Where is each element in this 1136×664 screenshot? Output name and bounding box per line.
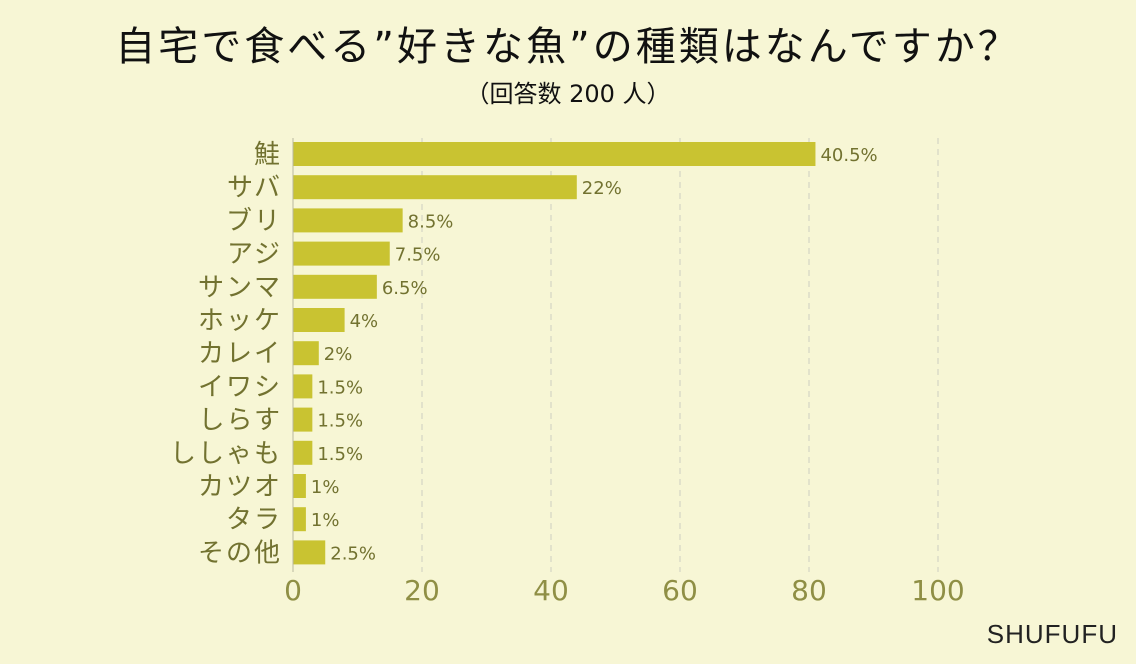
bar (293, 274, 377, 299)
bar (293, 308, 345, 332)
grid-lines (421, 138, 939, 572)
value-label: 1.5% (317, 444, 363, 465)
bar (293, 142, 816, 166)
x-tick-labels: 0 20 40 60 80 100 (284, 574, 965, 607)
x-tick-label: 60 (662, 574, 698, 607)
bar (293, 208, 403, 233)
category-label: イワシ (198, 372, 282, 402)
value-label: 2% (324, 344, 353, 365)
category-label: その他 (198, 538, 282, 568)
bar (293, 407, 313, 432)
value-label: 1% (311, 510, 340, 531)
bar (293, 540, 326, 565)
value-label: 1.5% (317, 411, 363, 432)
x-tick-label: 0 (284, 574, 302, 607)
category-label: サンマ (198, 273, 282, 303)
category-label: ホッケ (198, 306, 282, 336)
x-tick-label: 100 (911, 574, 964, 607)
value-label: 6.5% (382, 278, 428, 299)
category-label: 鮭 (254, 140, 282, 170)
value-label: 2.5% (330, 543, 376, 564)
x-tick-label: 40 (533, 574, 569, 607)
category-label: アジ (227, 240, 282, 270)
value-label: 40.5% (820, 145, 877, 166)
bar (293, 374, 313, 399)
category-label: ブリ (226, 206, 282, 236)
bar (293, 341, 319, 366)
chart-title: 自宅で食べる”好きな魚”の種類はなんですか？ (115, 24, 1021, 70)
bar (293, 507, 306, 532)
category-label: サバ (227, 173, 282, 203)
x-tick-label: 20 (404, 574, 440, 607)
bar (293, 241, 390, 266)
value-label: 7.5% (395, 245, 441, 266)
category-label: ししゃも (170, 439, 282, 469)
category-label: カツオ (198, 472, 282, 502)
value-label: 1.5% (317, 377, 363, 398)
value-label: 4% (350, 311, 379, 332)
value-label: 1% (311, 477, 340, 498)
bars (293, 142, 816, 565)
category-label: しらす (199, 406, 282, 436)
category-label: タラ (226, 505, 282, 535)
brand-logo: SHUFUFU (986, 619, 1118, 649)
value-labels: 40.5% 22% 8.5% 7.5% 6.5%4% 2% 1.5% 1.5% 1.5% 1% 1%… (311, 145, 878, 564)
value-label: 22% (582, 178, 622, 199)
x-tick-label: 80 (791, 574, 827, 607)
bar (293, 175, 577, 200)
chart-subtitle: （回答数 200 人） (465, 80, 671, 108)
bar (293, 440, 313, 465)
value-label: 8.5% (408, 211, 454, 232)
bar (293, 474, 306, 498)
category-label: カレイ (198, 339, 282, 369)
